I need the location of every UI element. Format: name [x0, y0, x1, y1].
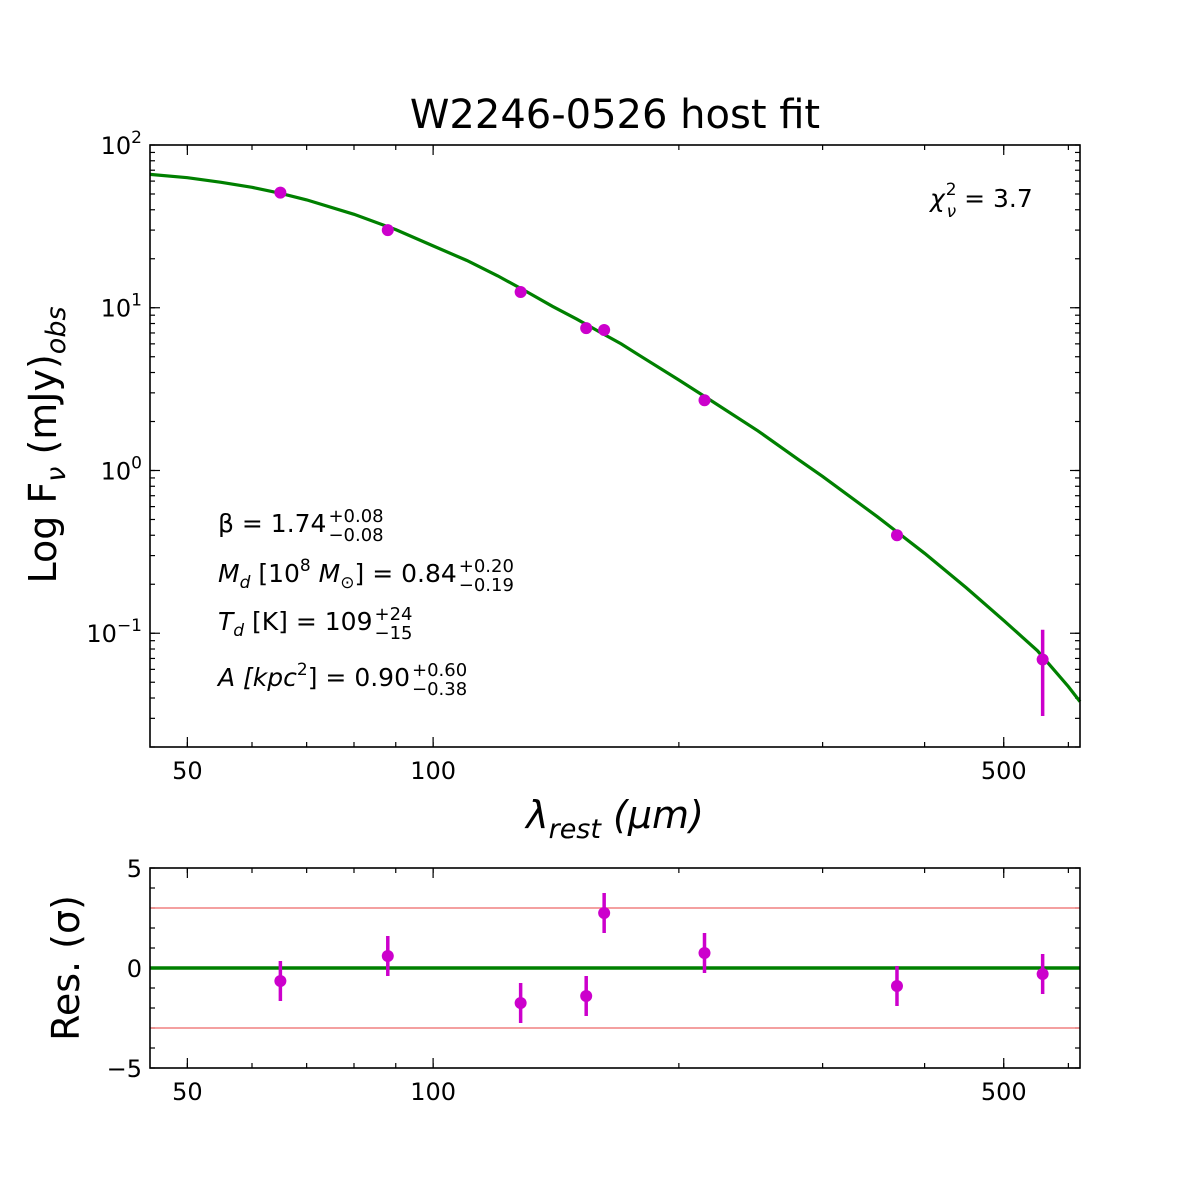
y-tick-exponent: −1 [117, 616, 142, 636]
x-tick-label: 50 [172, 757, 203, 785]
data-point [698, 394, 711, 407]
residual-y-label: Res. (σ) [44, 895, 88, 1041]
y-tick-base: 10 [101, 132, 132, 160]
y-label-nu: ν [41, 467, 72, 482]
x-tick-label: 100 [410, 1078, 456, 1106]
data-point [514, 285, 527, 298]
param-upper-error: +24 [374, 604, 412, 625]
residual-point [698, 947, 711, 959]
chi-symbol: χ [928, 184, 946, 213]
param-symbol: T [218, 607, 235, 636]
x-tick-label: 50 [172, 1078, 203, 1106]
x-label-symbol: λ [524, 793, 549, 837]
y-tick-label: 101 [101, 291, 142, 323]
y-tick-base: 10 [101, 457, 132, 485]
residual-point [274, 975, 287, 987]
param-text: [K] = 109 [244, 607, 372, 636]
y-tick-label: 102 [101, 128, 142, 160]
residual-axes-frame [149, 867, 1081, 1069]
residual-point [514, 997, 527, 1009]
y-tick-label: 100 [101, 453, 142, 485]
param-lower-error: −0.38 [412, 679, 467, 700]
param-upper-error: +0.08 [328, 506, 383, 527]
chi2-label: χ2 ν = 3.7 [928, 180, 1033, 222]
data-point [890, 529, 903, 542]
x-label-sub: rest [549, 814, 603, 845]
data-point [274, 186, 287, 199]
param-text: β = 1.74 [218, 509, 326, 538]
y-tick-exponent: 1 [131, 291, 142, 311]
y-tick-label: 5 [127, 855, 142, 883]
param-sub: d [240, 573, 251, 593]
y-tick-base: 10 [101, 295, 132, 323]
y-label-sub: obs [41, 306, 72, 354]
param-upper-error: +0.20 [459, 556, 514, 577]
top-ticks [150, 144, 1080, 748]
residual-point [598, 907, 611, 919]
top-axes-frame [149, 144, 1081, 748]
x-tick-label: 500 [981, 1078, 1027, 1106]
x-tick-label: 100 [410, 757, 456, 785]
param-lower-error: −0.19 [459, 575, 514, 596]
param-text: A [kpc [216, 663, 297, 692]
x-axis-label: λrest (μm) [524, 793, 704, 845]
y-tick-exponent: 2 [131, 128, 142, 148]
param-sup: 8 [300, 556, 311, 576]
x-label-unit: (μm) [601, 793, 704, 837]
x-tick-label: 500 [981, 757, 1027, 785]
chart-title: W2246-0526 host fit [410, 92, 820, 138]
residual-point [890, 980, 903, 992]
y-tick-label: −5 [107, 1055, 142, 1083]
chi-sup: 2 [946, 180, 957, 200]
param-upper-error: +0.60 [412, 660, 467, 681]
param-text: ] = 0.84 [355, 559, 457, 588]
residual-point [1036, 968, 1049, 980]
y-axis-label: Log Fν (mJy)obs [21, 306, 72, 583]
param-sub: ⊙ [340, 573, 354, 593]
param-text: M [311, 559, 341, 588]
y-tick-base: 10 [86, 620, 117, 648]
y-label-unit: (mJy) [21, 354, 65, 466]
param-sup: 2 [297, 660, 308, 680]
data-point [381, 224, 394, 237]
param-lower-error: −0.08 [328, 525, 383, 546]
param-lower-error: −15 [374, 623, 412, 644]
param-text: ] = 0.90 [308, 663, 410, 692]
residual-point [381, 950, 394, 962]
param-annotation: Td [K] = 109 [218, 607, 372, 641]
data-point [580, 322, 593, 335]
param-text: [10 [250, 559, 300, 588]
chi-value: = 3.7 [956, 184, 1033, 213]
param-sub: d [233, 621, 244, 641]
y-tick-exponent: 0 [131, 453, 142, 473]
y-tick-label: 0 [127, 955, 142, 983]
param-annotation: A [kpc2] = 0.90 [216, 660, 410, 692]
y-label-main: Log F [21, 482, 65, 584]
param-symbol: M [218, 559, 240, 588]
param-annotation: β = 1.74 [218, 509, 326, 538]
y-tick-label: 10−1 [86, 616, 142, 648]
chi-sub: ν [947, 202, 957, 222]
residual-point [580, 990, 593, 1002]
data-point [1036, 653, 1049, 666]
param-annotation: Md [108 M⊙] = 0.84 [218, 556, 457, 593]
data-point [598, 323, 611, 336]
